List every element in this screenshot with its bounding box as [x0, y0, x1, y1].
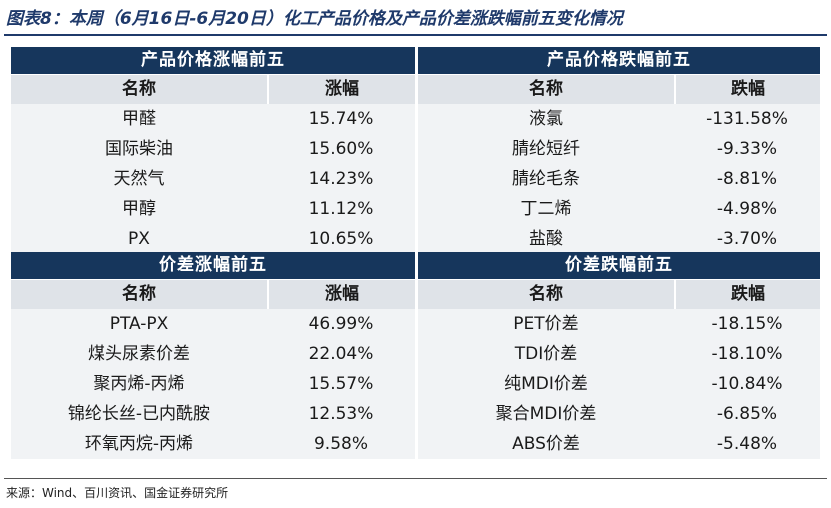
- figure-title: 图表8：本周（6月16日-6月20日）化工产品价格及产品价差涨跌幅前五变化情况: [6, 9, 623, 29]
- table-row: 纯MDI价差 -10.84%: [418, 369, 820, 399]
- table-row: 甲醇 11.12%: [11, 194, 415, 224]
- table-row: 盐酸 -3.70%: [418, 224, 820, 254]
- table-spread-losers: 价差跌幅前五 名称 跌幅 PET价差 -18.15% TDI价差 -18.10% 纯…: [415, 252, 820, 459]
- cell-change: -4.98%: [716, 199, 778, 219]
- header-change: 涨幅: [325, 284, 359, 304]
- cell-name: 腈纶毛条: [512, 169, 580, 189]
- table-body: PTA-PX 46.99% 煤头尿素价差 22.04% 聚丙烯-丙烯 15.57% 锦…: [11, 309, 415, 459]
- cell-change: -131.58%: [706, 109, 788, 129]
- cell-change: 46.99%: [308, 314, 374, 334]
- table-row: 聚丙烯-丙烯 15.57%: [11, 369, 415, 399]
- header-row: 名称 涨幅: [11, 280, 415, 309]
- cell-change: 9.58%: [313, 434, 368, 454]
- tables-grid: 产品价格涨幅前五 名称 涨幅 甲醛 15.74% 国际柴油 15.60% 天然气 14…: [11, 47, 820, 459]
- header-name: 名称: [11, 280, 269, 309]
- cell-name: 煤头尿素价差: [88, 344, 190, 364]
- cell-name: 天然气: [113, 169, 165, 189]
- table-row: 液氯 -131.58%: [418, 104, 820, 134]
- table-body: PET价差 -18.15% TDI价差 -18.10% 纯MDI价差 -10.84% …: [418, 309, 820, 459]
- table-row: 煤头尿素价差 22.04%: [11, 339, 415, 369]
- section-title: 产品价格涨幅前五: [11, 47, 415, 75]
- cell-change: 12.53%: [308, 404, 374, 424]
- cell-name: ABS价差: [512, 434, 580, 454]
- source-note: 来源：Wind、百川资讯、国金证券研究所: [6, 486, 229, 500]
- header-change: 跌幅: [731, 284, 765, 304]
- table-row: PX 10.65%: [11, 224, 415, 254]
- cell-change: 10.65%: [308, 229, 374, 249]
- source-rule: [4, 478, 827, 479]
- header-change: 跌幅: [731, 79, 765, 99]
- cell-change: 11.12%: [308, 199, 374, 219]
- cell-name: 甲醛: [122, 109, 156, 129]
- cell-change: 15.74%: [308, 109, 374, 129]
- table-row: 环氧丙烷-丙烯 9.58%: [11, 429, 415, 459]
- header-row: 名称 涨幅: [11, 75, 415, 104]
- cell-name: 聚丙烯-丙烯: [93, 374, 185, 394]
- cell-name: 腈纶短纤: [512, 139, 580, 159]
- section-title: 产品价格跌幅前五: [418, 47, 820, 75]
- cell-change: -18.15%: [711, 314, 783, 334]
- cell-name: TDI价差: [514, 344, 578, 364]
- header-change: 涨幅: [325, 79, 359, 99]
- cell-change: -10.84%: [711, 374, 783, 394]
- table-row: 腈纶短纤 -9.33%: [418, 134, 820, 164]
- cell-name: 聚合MDI价差: [495, 404, 597, 424]
- table-row: 锦纶长丝-已内酰胺 12.53%: [11, 399, 415, 429]
- cell-name: PET价差: [513, 314, 579, 334]
- table-row: PET价差 -18.15%: [418, 309, 820, 339]
- cell-name: PTA-PX: [109, 314, 169, 334]
- table-row: 天然气 14.23%: [11, 164, 415, 194]
- table-body: 液氯 -131.58% 腈纶短纤 -9.33% 腈纶毛条 -8.81% 丁二烯 -4.9…: [418, 104, 820, 254]
- table-row: 国际柴油 15.60%: [11, 134, 415, 164]
- header-row: 名称 跌幅: [418, 280, 820, 309]
- table-row: 丁二烯 -4.98%: [418, 194, 820, 224]
- cell-name: PX: [128, 229, 150, 249]
- cell-change: -18.10%: [711, 344, 783, 364]
- table-spread-gainers: 价差涨幅前五 名称 涨幅 PTA-PX 46.99% 煤头尿素价差 22.04% 聚…: [11, 252, 415, 459]
- table-row: TDI价差 -18.10%: [418, 339, 820, 369]
- title-rule: [4, 34, 827, 36]
- header-row: 名称 跌幅: [418, 75, 820, 104]
- cell-change: -9.33%: [716, 139, 778, 159]
- cell-name: 甲醇: [122, 199, 156, 219]
- cell-change: 15.60%: [308, 139, 374, 159]
- table-product-price-gainers: 产品价格涨幅前五 名称 涨幅 甲醛 15.74% 国际柴油 15.60% 天然气 14…: [11, 47, 415, 254]
- cell-change: -8.81%: [716, 169, 778, 189]
- cell-name: 纯MDI价差: [504, 374, 588, 394]
- cell-change: 15.57%: [308, 374, 374, 394]
- table-row: 聚合MDI价差 -6.85%: [418, 399, 820, 429]
- section-title: 价差涨幅前五: [11, 252, 415, 280]
- table-row: 甲醛 15.74%: [11, 104, 415, 134]
- cell-name: 锦纶长丝-已内酰胺: [67, 404, 211, 424]
- table-row: PTA-PX 46.99%: [11, 309, 415, 339]
- table-row: ABS价差 -5.48%: [418, 429, 820, 459]
- cell-name: 国际柴油: [105, 139, 173, 159]
- header-name: 名称: [11, 75, 269, 104]
- cell-name: 盐酸: [529, 229, 563, 249]
- header-name: 名称: [418, 280, 676, 309]
- cell-name: 液氯: [529, 109, 563, 129]
- cell-change: -5.48%: [716, 434, 778, 454]
- cell-name: 环氧丙烷-丙烯: [84, 434, 194, 454]
- header-name: 名称: [418, 75, 676, 104]
- table-product-price-losers: 产品价格跌幅前五 名称 跌幅 液氯 -131.58% 腈纶短纤 -9.33% 腈纶毛…: [415, 47, 820, 254]
- cell-name: 丁二烯: [520, 199, 572, 219]
- cell-change: -6.85%: [716, 404, 778, 424]
- section-title: 价差跌幅前五: [418, 252, 820, 280]
- cell-change: 14.23%: [308, 169, 374, 189]
- table-row: 腈纶毛条 -8.81%: [418, 164, 820, 194]
- cell-change: -3.70%: [716, 229, 778, 249]
- cell-change: 22.04%: [308, 344, 374, 364]
- table-body: 甲醛 15.74% 国际柴油 15.60% 天然气 14.23% 甲醇 11.12% P…: [11, 104, 415, 254]
